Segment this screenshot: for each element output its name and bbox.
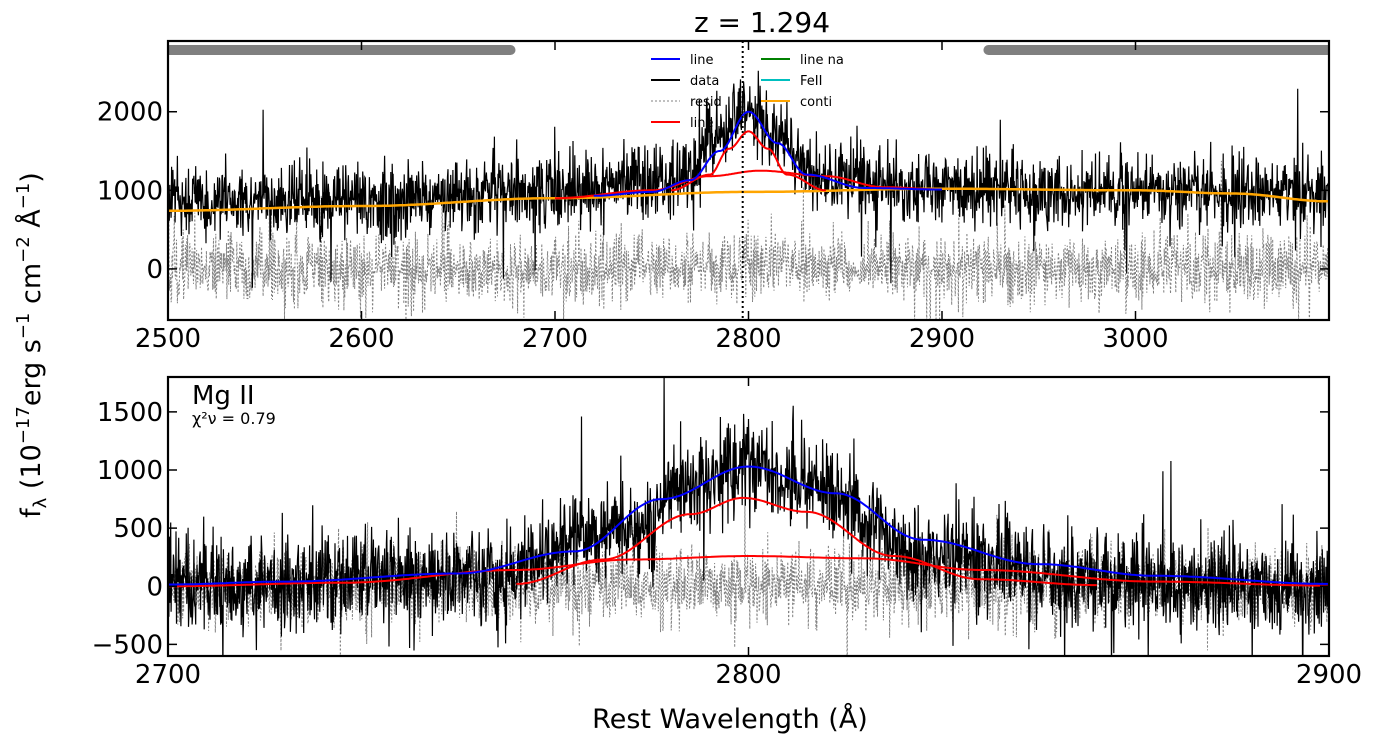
- top-panel: 2500 2600 2700 2800 2900 3000 0 1000 2000 line da…: [97, 39, 1331, 354]
- y-axis-label-exp1: −17: [13, 406, 34, 444]
- top-axis-ticks: 2500 2600 2700 2800 2900 3000 0 1000 2000: [97, 41, 1329, 354]
- y-tick-label: 1500: [97, 398, 163, 428]
- series-broad_1: [671, 130, 826, 192]
- y-axis-label-end: ): [16, 172, 47, 183]
- bottom-axis-ticks: 2700 2800 2900 −500 0 500 1000 1500: [92, 377, 1362, 690]
- series-data: [168, 377, 1329, 656]
- x-tick-label: 2500: [135, 324, 201, 354]
- y-axis-label-sub: λ: [30, 497, 51, 508]
- x-tick-label: 2700: [135, 660, 201, 690]
- line-name-label: Mg II: [192, 381, 255, 411]
- x-tick-label: 2900: [909, 324, 975, 354]
- x-tick-label: 2800: [715, 660, 781, 690]
- y-tick-label: 1000: [97, 456, 163, 486]
- series-line_total: [168, 465, 1329, 586]
- y-tick-label: 1000: [97, 176, 163, 206]
- series-broad_2: [555, 169, 942, 200]
- legend-label: line: [690, 53, 713, 68]
- y-tick-label: 0: [146, 255, 163, 285]
- x-axis-label: Rest Wavelength (Å): [592, 703, 868, 735]
- y-tick-label: −500: [92, 630, 163, 660]
- bottom-plot-area: [168, 377, 1329, 656]
- legend-label: data: [690, 74, 719, 89]
- legend-label: resid: [690, 95, 722, 110]
- y-axis-label-rest: (10: [16, 444, 47, 497]
- bottom-panel-frame: [166, 375, 1331, 658]
- y-axis-label-mid2: cm: [16, 263, 47, 313]
- series-continuum: [168, 187, 1329, 213]
- x-tick-label: 2900: [1296, 660, 1362, 690]
- y-axis-label-mid3: Å: [15, 209, 47, 237]
- legend-label: FeII: [800, 74, 822, 89]
- series-line_total: [593, 110, 942, 197]
- x-tick-label: 2600: [328, 324, 394, 354]
- x-tick-label: 2800: [715, 324, 781, 354]
- top-legend: line data resid line line na FeII conti: [651, 53, 844, 131]
- y-axis-label-exp4: −1: [13, 183, 34, 210]
- figure-title: z = 1.294: [694, 6, 830, 39]
- x-tick-label: 2700: [522, 324, 588, 354]
- y-tick-label: 2000: [97, 98, 163, 128]
- legend-label: conti: [800, 95, 832, 110]
- y-axis-label-mid1: erg s: [16, 339, 47, 406]
- series-broad_2: [168, 555, 1329, 588]
- legend-label: line na: [800, 53, 844, 68]
- y-tick-label: 500: [113, 514, 163, 544]
- series-broad_1: [516, 496, 1097, 587]
- x-tick-label: 3000: [1102, 324, 1168, 354]
- top-plot-area: [168, 41, 1329, 320]
- bottom-panel: 2700 2800 2900 −500 0 500 1000 1500 Mg II χ²ν =…: [92, 375, 1362, 690]
- top-panel-frame: [166, 39, 1331, 322]
- y-axis-label-exp3: −2: [13, 236, 34, 263]
- legend-label: line: [690, 116, 713, 131]
- y-axis-label: fλ (10−17erg s−1 cm−2 Å−1): [13, 172, 51, 518]
- series-residual: [168, 160, 1329, 320]
- y-tick-label: 0: [146, 572, 163, 602]
- chi-square-label: χ²ν = 0.79: [192, 409, 276, 428]
- y-axis-label-exp2: −1: [13, 313, 34, 340]
- y-axis-label-main: f: [16, 507, 47, 518]
